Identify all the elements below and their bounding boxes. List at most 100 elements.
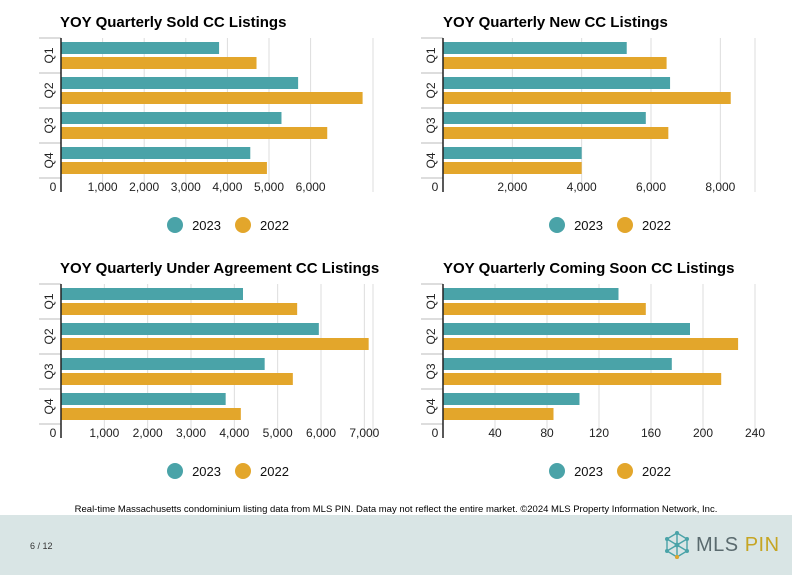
bar-2023-q4	[443, 393, 580, 405]
x-tick-label: 1,000	[89, 426, 119, 440]
chart-panel-under-agreement: YOY Quarterly Under Agreement CC Listing…	[38, 260, 418, 490]
legend-item-2023: 2023	[549, 463, 603, 479]
legend-swatch-2023	[167, 217, 184, 233]
category-label: Q4	[424, 398, 438, 414]
legend-swatch-2022	[617, 217, 633, 233]
x-tick-label: 4,000	[567, 180, 597, 194]
brand-wordmark: MLS PIN	[696, 534, 780, 557]
x-tick-label: 5,000	[254, 180, 284, 194]
legend-label: 2023	[192, 217, 221, 233]
chart-title: YOY Quarterly Sold CC Listings	[60, 14, 287, 31]
bar-2023-q2	[61, 323, 319, 335]
bar-2023-q3	[443, 112, 646, 124]
x-tick-label: 2,000	[497, 180, 527, 194]
chart-legend: 2023 2022	[38, 217, 418, 233]
category-label: Q2	[42, 82, 56, 98]
legend-label: 2023	[574, 217, 603, 233]
bar-2022-q1	[443, 303, 646, 315]
bar-2022-q4	[61, 408, 241, 420]
chart-panel-coming-soon: YOY Quarterly Coming Soon CC Listings Q1…	[420, 260, 792, 490]
category-label: Q2	[42, 328, 56, 344]
bar-2022-q4	[443, 162, 582, 174]
bar-2023-q1	[61, 288, 243, 300]
bar-chart-coming-soon: Q1 Q2 Q3 Q4 0 40 80 120 160 200 240	[421, 283, 765, 440]
legend-swatch-2023	[549, 463, 566, 479]
chart-title: YOY Quarterly Coming Soon CC Listings	[443, 260, 735, 277]
x-tick-label: 0	[432, 180, 439, 194]
x-tick-label: 0	[50, 180, 57, 194]
category-label: Q1	[424, 293, 438, 309]
x-tick-label: 200	[693, 426, 713, 440]
x-tick-label: 7,000	[349, 426, 379, 440]
bar-2022-q2	[61, 338, 369, 350]
bar-2022-q3	[443, 373, 722, 385]
legend-label: 2023	[192, 463, 221, 479]
legend-swatch-2022	[235, 463, 251, 479]
category-label: Q4	[42, 398, 56, 414]
bar-chart-under-agreement: Q1 Q2 Q3 Q4 0 1,000 2,000 3,000 4,000 5,000 6,000 7…	[39, 283, 380, 440]
legend-swatch-2022	[235, 217, 251, 233]
x-tick-label: 0	[50, 426, 57, 440]
x-tick-label: 2,000	[129, 180, 159, 194]
x-tick-label: 6,000	[296, 180, 326, 194]
bar-2023-q4	[443, 147, 582, 159]
bar-2023-q2	[443, 77, 671, 89]
category-label: Q3	[424, 363, 438, 379]
bar-2023-q2	[443, 323, 690, 335]
bar-2022-q4	[61, 162, 267, 174]
bar-chart-new: Q1 Q2 Q3 Q4 0 2,000 4,000 6,000 8,000	[421, 37, 756, 194]
category-label: Q2	[424, 82, 438, 98]
x-tick-label: 4,000	[219, 426, 249, 440]
chart-panel-sold: YOY Quarterly Sold CC Listings Q1 Q2 Q3 Q4 0…	[38, 14, 418, 244]
bar-2023-q1	[61, 42, 220, 54]
x-tick-label: 4,000	[212, 180, 242, 194]
page-footer: 6 / 12 MLS PIN	[0, 515, 792, 575]
chart-legend: 2023 2022	[420, 217, 792, 233]
chart-panel-new: YOY Quarterly New CC Listings Q1 Q2 Q3 Q4 0 2…	[420, 14, 792, 244]
legend-label: 2022	[642, 463, 671, 479]
category-label: Q1	[42, 47, 56, 63]
bar-2022-q1	[61, 57, 257, 69]
x-tick-label: 6,000	[306, 426, 336, 440]
legend-swatch-2023	[549, 217, 566, 233]
bar-2022-q2	[443, 92, 731, 104]
bar-2022-q2	[443, 338, 739, 350]
category-label: Q2	[424, 328, 438, 344]
bar-2022-q3	[443, 127, 669, 139]
bar-2022-q3	[61, 373, 293, 385]
category-label: Q4	[42, 152, 56, 168]
chart-legend: 2023 2022	[38, 463, 418, 479]
bar-2022-q3	[61, 127, 328, 139]
x-tick-label: 240	[745, 426, 765, 440]
bar-chart-sold: Q1 Q2 Q3 Q4 0 1,000 2,000 3,000 4,000 5,000 6,000	[39, 37, 374, 194]
network-hexagon-icon	[665, 531, 689, 559]
x-tick-label: 3,000	[176, 426, 206, 440]
page-number: 6 / 12	[30, 541, 53, 551]
legend-item-2022: 2022	[617, 463, 671, 479]
x-tick-label: 1,000	[88, 180, 118, 194]
mls-pin-logo: MLS PIN	[664, 531, 780, 559]
bar-2023-q3	[443, 358, 672, 370]
x-tick-label: 160	[641, 426, 661, 440]
category-label: Q1	[42, 293, 56, 309]
category-label: Q3	[42, 363, 56, 379]
legend-item-2022: 2022	[235, 463, 289, 479]
brand-name-accent: PIN	[744, 533, 780, 556]
x-tick-label: 3,000	[171, 180, 201, 194]
x-tick-label: 120	[589, 426, 609, 440]
bar-2023-q1	[443, 288, 619, 300]
bar-2023-q2	[61, 77, 299, 89]
legend-label: 2022	[260, 217, 289, 233]
legend-item-2023: 2023	[549, 217, 603, 233]
bar-2023-q4	[61, 393, 226, 405]
legend-item-2022: 2022	[235, 217, 289, 233]
x-tick-label: 0	[432, 426, 439, 440]
x-tick-label: 6,000	[636, 180, 666, 194]
legend-item-2023: 2023	[167, 463, 221, 479]
x-tick-label: 5,000	[263, 426, 293, 440]
bar-2023-q1	[443, 42, 627, 54]
legend-item-2022: 2022	[617, 217, 671, 233]
bar-2023-q3	[61, 112, 282, 124]
bar-2022-q2	[61, 92, 363, 104]
category-label: Q1	[424, 47, 438, 63]
